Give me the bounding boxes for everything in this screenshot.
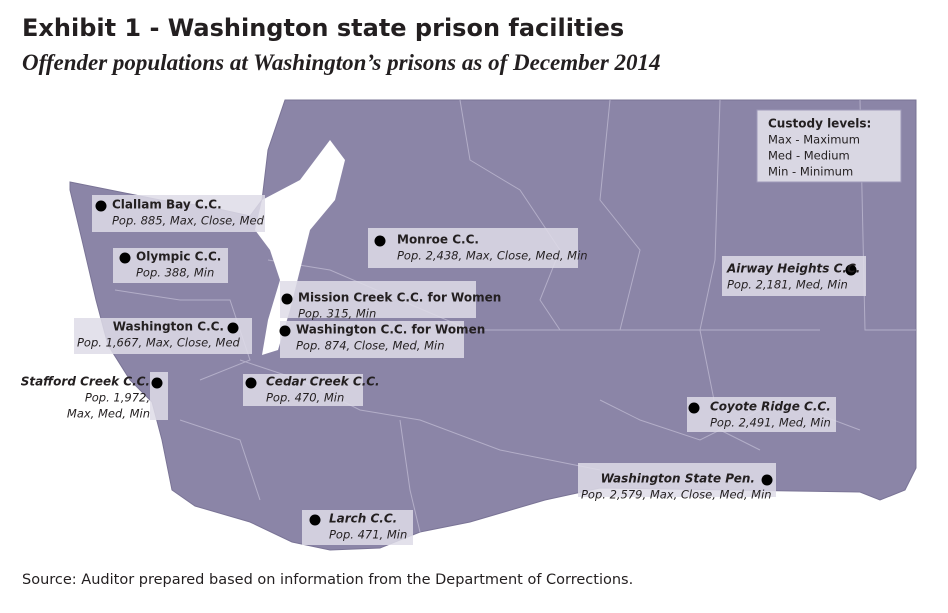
facility-name: Coyote Ridge C.C. bbox=[710, 400, 831, 414]
facility-detail: Pop. 2,438, Max, Close, Med, Min bbox=[397, 249, 588, 263]
facility-detail: Pop. 470, Min bbox=[266, 391, 344, 405]
facility-detail: Pop. 2,579, Max, Close, Med, Min bbox=[581, 488, 772, 502]
facility-marker bbox=[761, 474, 773, 486]
label-box bbox=[74, 318, 252, 354]
facility-marker bbox=[245, 377, 257, 389]
label-box bbox=[92, 195, 265, 232]
facility-name: Airway Heights C.C. bbox=[726, 262, 860, 276]
facility-detail: Pop. 1,667, Max, Close, Med bbox=[77, 336, 241, 350]
facility-name: Mission Creek C.C. for Women bbox=[298, 291, 501, 305]
facility-marker bbox=[119, 252, 131, 264]
label-box bbox=[578, 463, 776, 497]
facility-detail: Pop. 874, Close, Med, Min bbox=[296, 339, 445, 353]
facility-name: Clallam Bay C.C. bbox=[112, 198, 222, 212]
facility-name: Monroe C.C. bbox=[397, 233, 479, 247]
label-box bbox=[280, 281, 476, 318]
facility-marker bbox=[151, 377, 163, 389]
facility-name: Washington C.C. for Women bbox=[296, 323, 485, 337]
label-box bbox=[113, 248, 228, 283]
facility-marker bbox=[279, 325, 291, 337]
label-box bbox=[302, 510, 413, 545]
facility-name: Washington C.C. bbox=[113, 320, 224, 334]
facility-marker bbox=[374, 235, 386, 247]
facility-marker bbox=[281, 293, 293, 305]
facility-marker bbox=[227, 322, 239, 334]
facility-detail: Pop. 885, Max, Close, Med bbox=[112, 214, 265, 228]
facility-detail: Pop. 2,181, Med, Min bbox=[727, 278, 848, 292]
label-box bbox=[243, 374, 363, 406]
label-box bbox=[722, 256, 866, 296]
facility-name: Stafford Creek C.C. bbox=[21, 375, 150, 389]
legend-item: Min - Minimum bbox=[768, 165, 853, 179]
facility-detail: Pop. 315, Min bbox=[298, 307, 376, 321]
facility-name: Larch C.C. bbox=[329, 512, 397, 526]
facility-name: Washington State Pen. bbox=[601, 472, 755, 486]
facility-name: Olympic C.C. bbox=[136, 250, 221, 264]
facility-marker bbox=[845, 264, 857, 276]
facility-detail: Pop. 388, Min bbox=[136, 266, 214, 280]
facility-detail: Pop. 1,972, bbox=[85, 391, 150, 405]
label-box bbox=[280, 321, 464, 358]
facility-marker bbox=[309, 514, 321, 526]
subtitle: Offender populations at Washington’s pri… bbox=[22, 50, 661, 75]
title: Exhibit 1 - Washington state prison faci… bbox=[22, 14, 625, 42]
legend-item: Max - Maximum bbox=[768, 133, 860, 147]
facility-detail: Max, Med, Min bbox=[67, 407, 150, 421]
legend-item: Med - Medium bbox=[768, 149, 850, 163]
facility-detail: Pop. 471, Min bbox=[329, 528, 407, 542]
legend-box bbox=[756, 109, 902, 183]
label-box bbox=[368, 228, 578, 268]
label-box bbox=[687, 397, 836, 432]
facility-name: Cedar Creek C.C. bbox=[266, 375, 380, 389]
facility-marker bbox=[688, 402, 700, 414]
legend-title: Custody levels: bbox=[768, 117, 871, 131]
facility-detail: Pop. 2,491, Med, Min bbox=[710, 416, 831, 430]
source: Source: Auditor prepared based on inform… bbox=[22, 572, 634, 588]
puget-sound bbox=[255, 140, 345, 355]
facility-marker bbox=[95, 200, 107, 212]
